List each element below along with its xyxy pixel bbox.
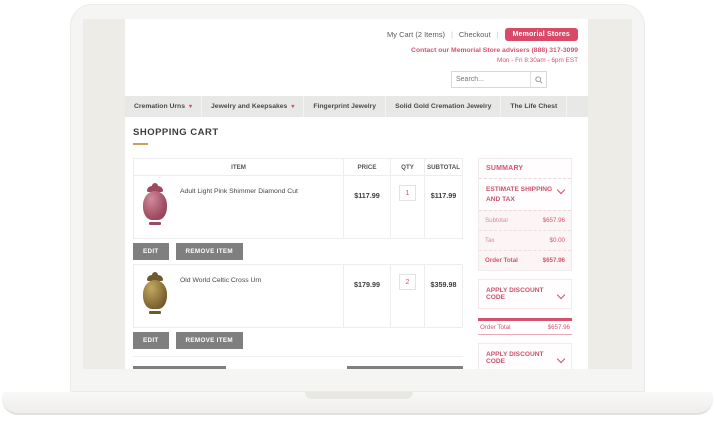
chevron-down-icon bbox=[556, 185, 566, 195]
nav-label: Solid Gold Cremation Jewelry bbox=[395, 103, 492, 110]
apply-discount-accordion[interactable]: APPLY DISCOUNT CODE bbox=[478, 343, 572, 369]
order-total-value: $657.96 bbox=[547, 324, 570, 332]
chevron-down-icon bbox=[556, 354, 566, 364]
cart-table: ITEM PRICE QTY SUBTOTAL bbox=[133, 158, 463, 369]
product-price: $179.99 bbox=[354, 280, 380, 289]
edit-button[interactable]: EDIT bbox=[133, 332, 169, 349]
top-bar: My Cart (2 Items) | Checkout | Memorial … bbox=[125, 19, 588, 88]
order-total-label: Order Total bbox=[480, 324, 511, 332]
cart-table-header: ITEM PRICE QTY SUBTOTAL bbox=[133, 158, 463, 176]
contact-hours-text: Mon - Fri 8:30am - 6pm EST bbox=[497, 57, 578, 64]
column-header-qty: QTY bbox=[390, 159, 424, 175]
product-name[interactable]: Adult Light Pink Shimmer Diamond Cut bbox=[180, 188, 298, 195]
estimate-shipping-label: ESTIMATE SHIPPING AND TAX bbox=[486, 186, 553, 203]
nav-item-fingerprint-jewelry[interactable]: Fingerprint Jewelry bbox=[304, 96, 387, 117]
laptop-screen: My Cart (2 Items) | Checkout | Memorial … bbox=[83, 19, 632, 369]
cart-footer: CONTINUE SHOPPING ⟳ UPDATE SHOPPING CART bbox=[133, 356, 463, 369]
order-total-label: Order Total bbox=[485, 257, 518, 265]
column-header-subtotal: SUBTOTAL bbox=[424, 159, 462, 175]
row-actions: EDIT REMOVE ITEM bbox=[133, 332, 463, 349]
product-subtotal: $117.99 bbox=[430, 191, 457, 200]
nav-label: Jewelry and Keepsakes bbox=[211, 103, 288, 110]
chevron-down-icon bbox=[556, 290, 566, 300]
cart-row: Adult Light Pink Shimmer Diamond Cut $11… bbox=[133, 176, 463, 239]
title-underline bbox=[133, 143, 148, 145]
nav-item-life-chest[interactable]: The Life Chest bbox=[501, 96, 568, 117]
apply-discount-label: APPLY DISCOUNT CODE bbox=[486, 351, 544, 366]
separator: | bbox=[496, 30, 499, 39]
laptop-bezel: My Cart (2 Items) | Checkout | Memorial … bbox=[70, 4, 645, 392]
product-name[interactable]: Old World Celtic Cross Urn bbox=[180, 277, 262, 284]
estimate-shipping-accordion[interactable]: ESTIMATE SHIPPING AND TAX bbox=[479, 179, 571, 210]
product-image-pink-urn bbox=[140, 183, 170, 225]
nav-item-jewelry-keepsakes[interactable]: Jewelry and Keepsakes ▾ bbox=[202, 96, 305, 117]
laptop-base bbox=[2, 392, 713, 415]
nav-label: Cremation Urns bbox=[134, 103, 185, 110]
search-box bbox=[451, 71, 547, 88]
order-total-highlight: Order Total $657.96 bbox=[478, 318, 572, 336]
separator: | bbox=[450, 30, 453, 39]
column-header-item: ITEM bbox=[231, 163, 246, 171]
tax-value: $0.00 bbox=[549, 237, 565, 245]
nav-label: Fingerprint Jewelry bbox=[313, 103, 377, 110]
nav-item-cremation-urns[interactable]: Cremation Urns ▾ bbox=[125, 96, 203, 117]
apply-discount-label: APPLY DISCOUNT CODE bbox=[486, 287, 544, 302]
caret-down-icon: ▾ bbox=[291, 103, 295, 110]
continue-shopping-button[interactable]: CONTINUE SHOPPING bbox=[133, 366, 226, 369]
totals-block: Subtotal $657.96 Tax $0.00 Order Total bbox=[479, 210, 571, 271]
main-area: SHOPPING CART ITEM PRICE QTY SUBTOTAL bbox=[125, 117, 588, 369]
row-actions: EDIT REMOVE ITEM bbox=[133, 243, 463, 260]
product-subtotal: $359.98 bbox=[430, 280, 457, 289]
search-icon[interactable] bbox=[530, 72, 546, 87]
update-cart-button[interactable]: ⟳ UPDATE SHOPPING CART bbox=[346, 366, 463, 369]
nav-item-solid-gold[interactable]: Solid Gold Cremation Jewelry bbox=[386, 96, 502, 117]
caret-down-icon: ▾ bbox=[189, 103, 193, 110]
remove-item-button[interactable]: REMOVE ITEM bbox=[175, 243, 243, 260]
nav-label: The Life Chest bbox=[510, 103, 558, 110]
main-navigation: Cremation Urns ▾ Jewelry and Keepsakes ▾… bbox=[125, 96, 588, 117]
product-image-gold-urn bbox=[140, 272, 170, 314]
page-title: SHOPPING CART bbox=[133, 127, 219, 138]
subtotal-row: Subtotal $657.96 bbox=[479, 211, 571, 230]
utility-links: My Cart (2 Items) | Checkout | Memorial … bbox=[125, 28, 578, 41]
cart-row: Old World Celtic Cross Urn $179.99 $359.… bbox=[133, 264, 463, 328]
product-price: $117.99 bbox=[354, 191, 380, 200]
quantity-input[interactable] bbox=[399, 185, 416, 201]
summary-title: SUMMARY bbox=[479, 159, 571, 179]
search-area bbox=[125, 71, 547, 88]
quantity-input[interactable] bbox=[399, 274, 416, 290]
apply-discount-accordion[interactable]: APPLY DISCOUNT CODE bbox=[478, 279, 572, 310]
remove-item-button[interactable]: REMOVE ITEM bbox=[175, 332, 243, 349]
column-header-price: PRICE bbox=[343, 159, 390, 175]
checkout-link[interactable]: Checkout bbox=[458, 30, 491, 39]
laptop-base-notch bbox=[305, 392, 413, 399]
order-total-value: $657.96 bbox=[542, 257, 565, 265]
tax-row: Tax $0.00 bbox=[479, 230, 571, 250]
search-input[interactable] bbox=[452, 72, 530, 87]
subtotal-value: $657.96 bbox=[542, 217, 565, 225]
order-total-row: Order Total $657.96 bbox=[479, 250, 571, 270]
my-cart-link[interactable]: My Cart (2 Items) bbox=[387, 30, 445, 39]
subtotal-label: Subtotal bbox=[485, 217, 508, 225]
webpage-content: My Cart (2 Items) | Checkout | Memorial … bbox=[125, 19, 588, 369]
tax-label: Tax bbox=[485, 237, 495, 245]
contact-advisers-text: Contact our Memorial Store advisers (888… bbox=[411, 47, 578, 54]
edit-button[interactable]: EDIT bbox=[133, 243, 169, 260]
memorial-stores-button[interactable]: Memorial Stores bbox=[504, 28, 578, 41]
order-summary-sidebar: SUMMARY ESTIMATE SHIPPING AND TAX Subtot… bbox=[478, 158, 572, 369]
